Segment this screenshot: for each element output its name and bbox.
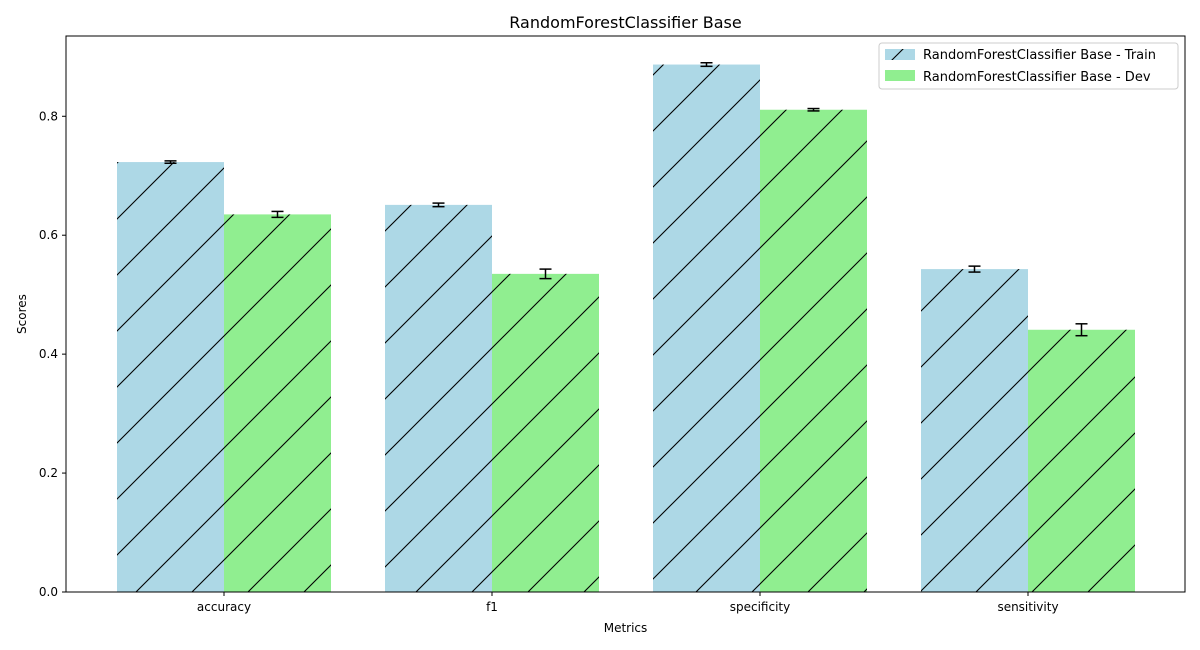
x-tick-label-sensitivity: sensitivity: [997, 600, 1058, 614]
error-bar-train-accuracy: [164, 160, 177, 165]
y-tick-label: 0.0: [39, 585, 58, 599]
y-axis: 0.0 0.2 0.4 0.6 0.8: [39, 109, 66, 599]
error-bar-train-specificity: [700, 62, 713, 68]
x-axis: accuracy f1 specificity sensitivity: [197, 592, 1059, 614]
bar-hatch-dev-f1: [492, 273, 599, 592]
y-tick-label: 0.6: [39, 228, 58, 242]
error-bar-train-sensitivity: [968, 265, 981, 273]
x-tick-label-f1: f1: [486, 600, 498, 614]
error-bars-layer: [164, 62, 1088, 337]
bar-hatch-train-sensitivity: [921, 269, 1028, 592]
chart-title: RandomForestClassifier Base: [509, 13, 741, 32]
plot-frame: [65, 35, 1186, 593]
bar-hatch-train-f1: [385, 204, 492, 592]
error-bar-train-f1: [432, 202, 445, 208]
legend-swatch-dev-hatch: [885, 70, 915, 81]
legend-frame: [878, 42, 1179, 90]
x-axis-title: Metrics: [604, 621, 648, 635]
bar-hatch-dev-specificity: [760, 109, 867, 592]
legend: RandomForestClassifier Base - Train Rand…: [878, 42, 1179, 90]
y-tick-label: 0.2: [39, 466, 58, 480]
bars-layer: [117, 64, 1135, 592]
bar-hatch-dev-accuracy: [224, 214, 331, 592]
legend-swatch-train-hatch: [885, 49, 915, 60]
error-bar-dev-f1: [539, 268, 552, 280]
bar-hatch-train-specificity: [653, 64, 760, 592]
bar-hatch-train-accuracy: [117, 162, 224, 592]
x-tick-label-specificity: specificity: [730, 600, 790, 614]
error-bar-dev-accuracy: [271, 210, 284, 219]
error-bar-dev-sensitivity: [1075, 323, 1088, 337]
legend-label-train: RandomForestClassifier Base - Train: [923, 48, 1156, 63]
error-bar-dev-specificity: [807, 107, 820, 112]
y-tick-label: 0.8: [39, 109, 58, 123]
x-tick-label-accuracy: accuracy: [197, 600, 251, 614]
legend-label-dev: RandomForestClassifier Base - Dev: [923, 70, 1151, 85]
bar-hatch-dev-sensitivity: [1028, 329, 1135, 592]
y-axis-title: Scores: [15, 294, 29, 334]
y-tick-label: 0.4: [39, 347, 58, 361]
